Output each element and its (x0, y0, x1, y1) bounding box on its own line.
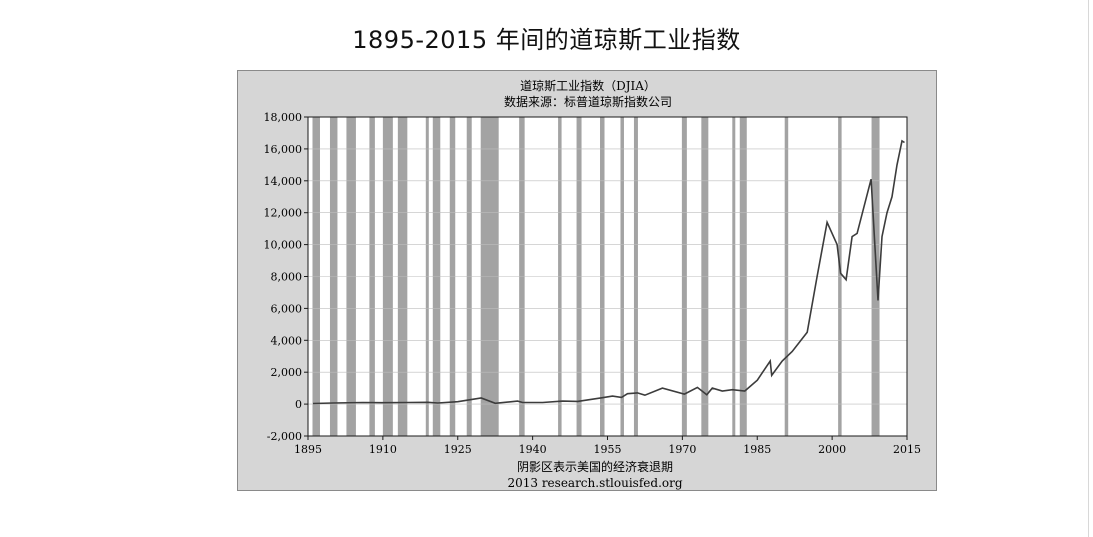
y-tick-label: 6,000 (271, 302, 303, 315)
y-tick-label: 0 (295, 398, 302, 411)
y-tick-label: 12,000 (264, 207, 303, 220)
chart-svg: 道琼斯工业指数（DJIA） 数据来源：标普道琼斯指数公司 -2,000 0 2,00… (264, 78, 922, 490)
chart-subtitle: 数据来源：标普道琼斯指数公司 (504, 94, 672, 109)
chart-frame: 道琼斯工业指数（DJIA） 数据来源：标普道琼斯指数公司 -2,000 0 2,00… (237, 70, 937, 491)
recession-footnote: 阴影区表示美国的经济衰退期 (517, 459, 673, 474)
x-tick-label: 1895 (294, 443, 322, 456)
y-tick-label: 18,000 (264, 111, 303, 124)
x-tick-label: 1985 (743, 443, 771, 456)
chart-title: 道琼斯工业指数（DJIA） (520, 78, 656, 93)
y-tick-label: 16,000 (264, 143, 303, 156)
x-tick-label: 1925 (444, 443, 472, 456)
source-credit: 2013 research.stlouisfed.org (507, 476, 682, 490)
x-tick-label: 1940 (519, 443, 547, 456)
x-tick-label: 1970 (668, 443, 696, 456)
y-tick-label: 4,000 (271, 334, 303, 347)
x-axis: 1895 1910 1925 1940 1955 1970 1985 2000 2015 (294, 436, 921, 456)
y-tick-label: 2,000 (271, 366, 303, 379)
y-axis: -2,000 0 2,000 4,000 6,000 8,000 10,000 12,000 1… (264, 111, 308, 443)
x-tick-label: 1910 (369, 443, 397, 456)
x-tick-label: 2000 (818, 443, 846, 456)
y-tick-label: 10,000 (264, 239, 303, 252)
y-tick-label: 8,000 (271, 271, 303, 284)
x-tick-label: 1955 (594, 443, 622, 456)
page-title: 1895-2015 年间的道琼斯工业指数 (352, 26, 741, 54)
x-tick-label: 2015 (893, 443, 921, 456)
y-tick-label: -2,000 (267, 430, 302, 443)
dow-jones-line (312, 139, 905, 405)
page-edge-line (1088, 0, 1089, 537)
y-tick-label: 14,000 (264, 175, 303, 188)
